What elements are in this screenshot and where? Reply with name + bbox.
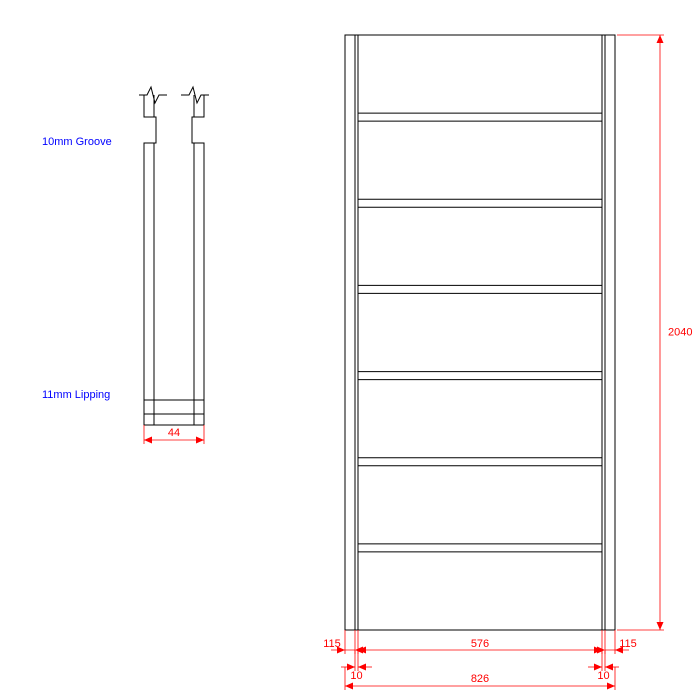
- svg-text:115: 115: [619, 638, 637, 650]
- svg-text:576: 576: [471, 638, 489, 650]
- door-elevation: [345, 35, 615, 630]
- svg-text:10: 10: [597, 670, 609, 682]
- svg-text:826: 826: [471, 673, 489, 685]
- svg-text:2040: 2040: [668, 326, 692, 338]
- svg-text:115: 115: [323, 638, 341, 650]
- profile-section: [139, 87, 209, 425]
- annotation-lipping: 11mm Lipping: [42, 389, 110, 401]
- svg-text:44: 44: [168, 427, 180, 439]
- svg-text:10: 10: [350, 670, 362, 682]
- annotation-groove: 10mm Groove: [42, 136, 112, 148]
